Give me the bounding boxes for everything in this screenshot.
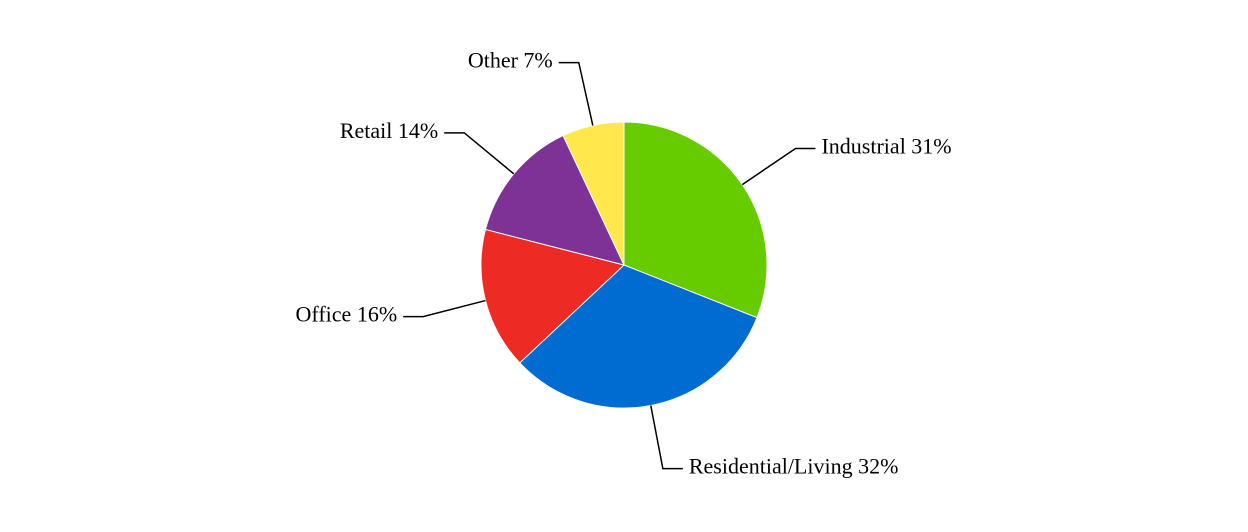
slice-label: Retail 14% xyxy=(340,118,438,143)
leader-line xyxy=(403,299,486,318)
leader-line xyxy=(444,132,515,175)
slice-label: Office 16% xyxy=(296,302,398,327)
pie-slice xyxy=(519,264,758,409)
pie-slice xyxy=(562,121,625,266)
pie-slice xyxy=(484,134,625,266)
leader-line xyxy=(741,147,816,186)
leader-line xyxy=(558,61,594,126)
pie-slice xyxy=(480,228,626,364)
slice-label: Industrial 31% xyxy=(821,133,951,158)
slice-label: Residential/Living 32% xyxy=(689,454,899,479)
leader-line xyxy=(650,405,683,470)
slice-label: Other 7% xyxy=(468,48,553,73)
